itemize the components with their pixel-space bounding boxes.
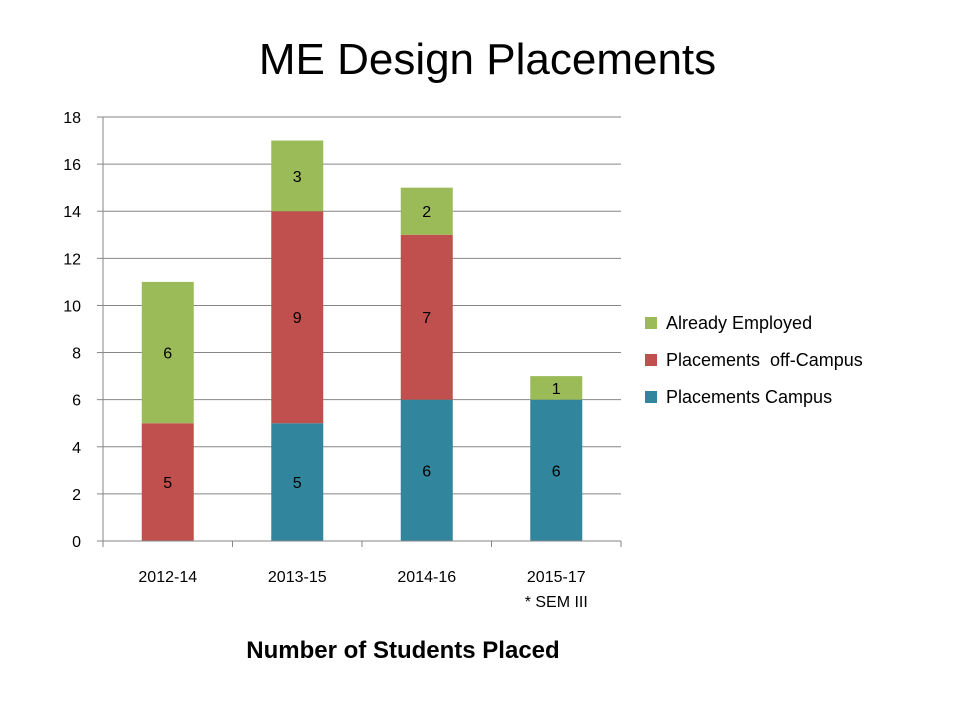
data-label: 7: [422, 310, 431, 327]
category-note: * SEM III: [525, 594, 588, 611]
y-tick-label: 16: [63, 157, 81, 174]
data-label: 2: [422, 204, 431, 221]
bar-segment: [271, 423, 324, 541]
y-tick-label: 8: [72, 346, 81, 363]
legend: Already Employed Placements off-Campus Pla…: [645, 313, 863, 407]
bar-segment: [400, 187, 453, 235]
x-tick-label: 2012-14: [138, 569, 197, 586]
legend-label: Already Employed: [666, 313, 812, 333]
legend-swatch: [645, 391, 657, 403]
legend-swatch: [645, 317, 657, 329]
page-title: ME Design Placements: [258, 35, 717, 84]
bar-segment: [400, 399, 453, 541]
data-label: 6: [163, 346, 172, 363]
y-tick-label: 4: [72, 440, 81, 457]
bar-segment: [400, 234, 453, 400]
x-axis: 2012-14 2013-15 2014-16 2015-17: [102, 540, 622, 586]
bar-segment: [271, 211, 324, 424]
legend-swatch: [645, 354, 657, 366]
y-tick-label: 10: [63, 298, 81, 315]
data-label: 1: [552, 381, 561, 398]
y-axis-ticks: 0 2 4 6 8 10 12 14 16 18: [63, 110, 104, 551]
y-tick-label: 6: [72, 393, 81, 410]
y-tick-label: 18: [63, 110, 81, 127]
data-labels: 5 6 5 9 3 6 7 2 6 1: [163, 169, 561, 492]
x-tick-label: 2014-16: [397, 569, 456, 586]
data-label: 9: [293, 310, 302, 327]
bar-segment: [141, 281, 194, 424]
data-label: 5: [163, 475, 172, 492]
bar-segment: [530, 399, 583, 541]
x-tick-label: 2015-17: [527, 569, 586, 586]
legend-label: Placements Campus: [666, 387, 832, 407]
y-tick-label: 14: [63, 204, 81, 221]
legend-label: Placements off-Campus: [666, 350, 863, 370]
bar-segment: [530, 376, 583, 400]
data-label: 6: [422, 463, 431, 480]
x-axis-title: Number of Students Placed: [246, 637, 559, 664]
bars: [141, 140, 583, 541]
bar-segment: [141, 423, 194, 541]
y-tick-label: 0: [72, 534, 81, 551]
data-label: 5: [293, 475, 302, 492]
data-label: 3: [293, 169, 302, 186]
data-label: 6: [552, 463, 561, 480]
y-tick-label: 12: [63, 251, 81, 268]
y-tick-label: 2: [72, 487, 81, 504]
bar-segment: [271, 140, 324, 212]
x-tick-label: 2013-15: [268, 569, 327, 586]
